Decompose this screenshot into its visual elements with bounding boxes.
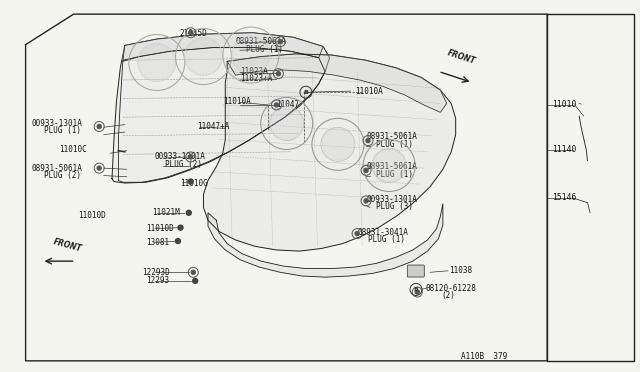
Circle shape (191, 270, 195, 274)
Text: A110B  379: A110B 379 (461, 352, 507, 361)
Circle shape (364, 199, 368, 203)
Circle shape (276, 72, 280, 76)
Circle shape (189, 155, 193, 159)
Text: (2): (2) (442, 291, 456, 300)
Circle shape (139, 45, 175, 80)
Circle shape (364, 169, 368, 172)
Text: 13081: 13081 (146, 238, 169, 247)
Text: PLUG (3): PLUG (3) (376, 202, 413, 211)
Text: 08931-3041A: 08931-3041A (357, 228, 408, 237)
Text: 11010D: 11010D (146, 224, 173, 233)
Text: 08931-5061A: 08931-5061A (366, 162, 417, 171)
Text: PLUG (2): PLUG (2) (165, 160, 202, 169)
Circle shape (415, 290, 419, 294)
Polygon shape (204, 54, 456, 251)
Text: 00933-1301A: 00933-1301A (366, 195, 417, 203)
Text: 11038: 11038 (449, 266, 472, 275)
Circle shape (178, 225, 183, 230)
Text: 11010A: 11010A (223, 97, 250, 106)
Text: B: B (413, 287, 419, 292)
Text: 11010: 11010 (552, 100, 576, 109)
Text: 08931-5061A: 08931-5061A (32, 164, 83, 173)
Circle shape (186, 39, 221, 74)
Text: 12293D: 12293D (142, 268, 170, 277)
Text: 15146: 15146 (552, 193, 576, 202)
Text: 21045D: 21045D (179, 29, 207, 38)
Circle shape (97, 125, 101, 128)
Polygon shape (123, 33, 323, 61)
Circle shape (233, 37, 269, 73)
Text: FRONT: FRONT (447, 49, 477, 66)
Circle shape (188, 179, 193, 184)
Text: PLUG (1): PLUG (1) (368, 235, 405, 244)
Text: 08931-5061A: 08931-5061A (236, 37, 286, 46)
Polygon shape (227, 54, 447, 112)
Circle shape (189, 31, 193, 35)
Text: 08931-5061A: 08931-5061A (366, 132, 417, 141)
Circle shape (366, 139, 370, 142)
Circle shape (355, 232, 359, 235)
Circle shape (275, 103, 278, 107)
Text: 11023+A: 11023+A (240, 74, 273, 83)
Text: 11021M: 11021M (152, 208, 180, 217)
Text: 00933-1301A: 00933-1301A (32, 119, 83, 128)
Text: FRONT: FRONT (52, 237, 83, 254)
Circle shape (271, 108, 303, 140)
Circle shape (175, 238, 180, 244)
FancyBboxPatch shape (407, 265, 424, 277)
Circle shape (322, 128, 354, 160)
Text: PLUG (1): PLUG (1) (376, 170, 413, 179)
Circle shape (193, 278, 198, 283)
Text: 11010D: 11010D (78, 211, 106, 220)
Text: 11047+A: 11047+A (197, 122, 230, 131)
Text: 12293: 12293 (146, 276, 169, 285)
Text: B: B (303, 90, 308, 95)
Circle shape (373, 150, 405, 182)
Polygon shape (112, 33, 330, 183)
Text: 08120-61228: 08120-61228 (426, 284, 476, 293)
Circle shape (186, 210, 191, 215)
Text: 11023A: 11023A (240, 67, 268, 76)
Text: 11010G: 11010G (180, 179, 208, 187)
Text: 11140: 11140 (552, 145, 576, 154)
Text: 11047: 11047 (276, 100, 300, 109)
Text: 11010C: 11010C (59, 145, 86, 154)
Polygon shape (208, 204, 443, 277)
Text: 11010A: 11010A (355, 87, 383, 96)
Text: PLUG (1): PLUG (1) (44, 126, 81, 135)
Circle shape (278, 40, 282, 44)
Text: PLUG (2): PLUG (2) (44, 171, 81, 180)
Text: PLUG (1): PLUG (1) (376, 140, 413, 149)
Text: 00933-1301A: 00933-1301A (155, 153, 205, 161)
Circle shape (97, 166, 101, 170)
Text: PLUG (1): PLUG (1) (246, 45, 284, 54)
